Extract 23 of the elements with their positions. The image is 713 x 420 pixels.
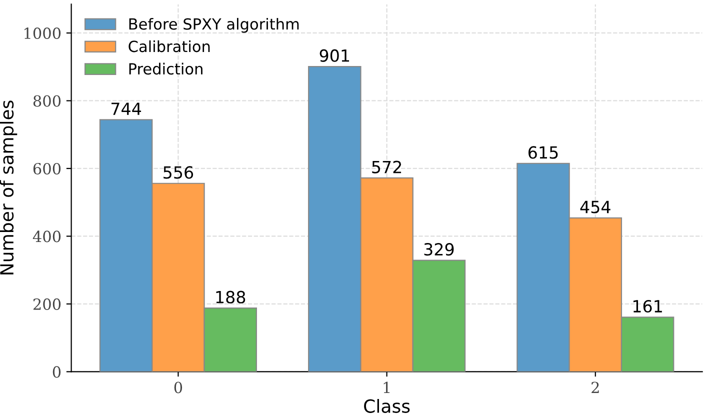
x-tick-label: 2 (592, 382, 599, 394)
data-label: 161 (633, 300, 662, 313)
y-axis-title: Number of samples (0, 100, 18, 274)
data-label: 329 (424, 243, 454, 256)
x-tick-label: 1 (384, 382, 390, 394)
y-tick-label: 200 (33, 298, 61, 310)
data-label: 556 (164, 166, 194, 179)
data-label: 744 (112, 102, 142, 115)
x-axis-title: Class (364, 398, 410, 413)
y-tick-label: 400 (32, 230, 61, 242)
y-tick-label: 600 (33, 162, 61, 174)
data-label: 188 (216, 290, 246, 304)
data-label: 572 (372, 160, 402, 174)
y-tick-label: 800 (33, 95, 61, 107)
data-label: 901 (320, 49, 350, 62)
legend-label: Calibration (128, 40, 210, 52)
y-tick-label: 1000 (24, 27, 61, 40)
x-tick-label: 0 (174, 382, 182, 394)
y-tick-label: 0 (52, 366, 61, 378)
legend-label: Prediction (129, 62, 202, 75)
data-label: 615 (528, 146, 558, 159)
data-label: 454 (580, 200, 610, 214)
legend-label: Before SPXY algorithm (129, 18, 299, 33)
